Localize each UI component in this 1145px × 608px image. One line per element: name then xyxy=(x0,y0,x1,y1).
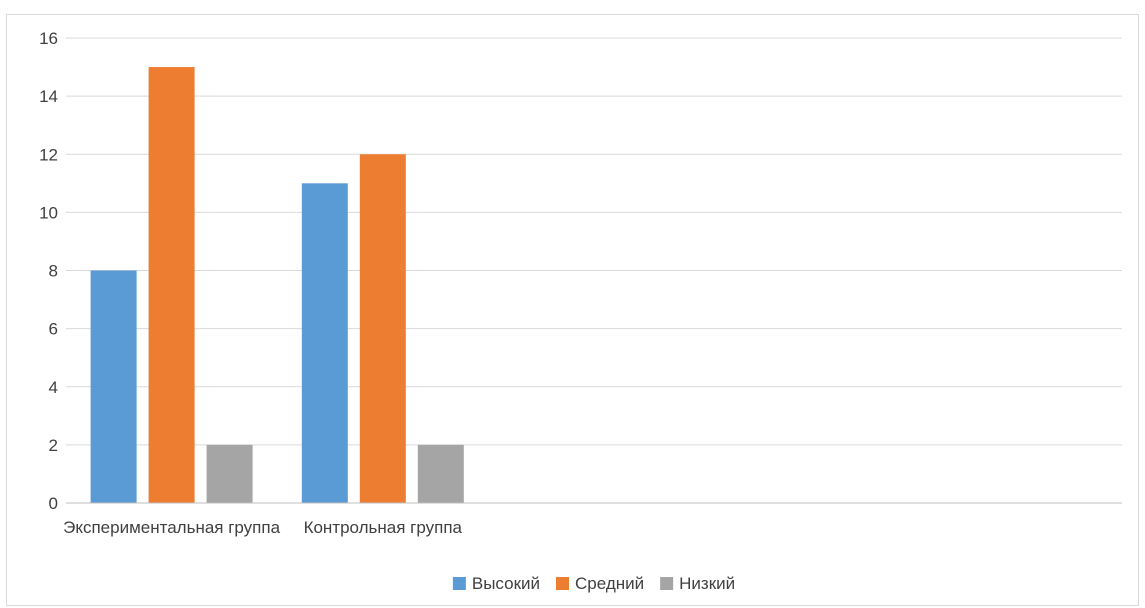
x-tick-label: Контрольная группа xyxy=(304,518,463,537)
bar-Низкий xyxy=(206,444,253,503)
legend-item: Средний xyxy=(556,574,644,593)
y-axis-ticks: 0 2 4 6 8 10 12 14 16 xyxy=(39,29,58,513)
bar-Высокий xyxy=(90,270,137,503)
y-tick-label: 12 xyxy=(39,145,58,164)
legend-label: Средний xyxy=(575,574,644,593)
legend-item: Низкий xyxy=(660,574,735,593)
bar-Высокий xyxy=(301,183,348,503)
x-tick-label: Экспериментальная группа xyxy=(63,518,280,537)
chart-area xyxy=(6,14,1139,606)
legend-swatch xyxy=(660,577,674,590)
bar-Низкий xyxy=(417,444,464,503)
legend-label: Низкий xyxy=(679,574,735,593)
y-tick-label: 10 xyxy=(39,203,58,222)
y-tick-label: 14 xyxy=(39,87,58,106)
x-axis-labels: Экспериментальная группа Контрольная груп… xyxy=(63,518,462,537)
bars xyxy=(90,67,464,503)
y-tick-label: 16 xyxy=(39,29,58,48)
legend-item: Высокий xyxy=(452,574,540,593)
y-tick-label: 6 xyxy=(49,320,58,339)
y-tick-label: 2 xyxy=(49,436,58,455)
y-tick-label: 0 xyxy=(49,494,58,513)
legend-swatch xyxy=(452,577,466,590)
gridlines xyxy=(66,37,1122,446)
legend-swatch xyxy=(556,577,570,590)
bar-Средний xyxy=(148,67,195,503)
bar-Средний xyxy=(359,154,406,503)
y-tick-label: 8 xyxy=(49,262,58,281)
y-tick-label: 4 xyxy=(49,378,58,397)
legend-label: Высокий xyxy=(472,574,540,593)
legend: Высокий Средний Низкий xyxy=(452,574,735,593)
